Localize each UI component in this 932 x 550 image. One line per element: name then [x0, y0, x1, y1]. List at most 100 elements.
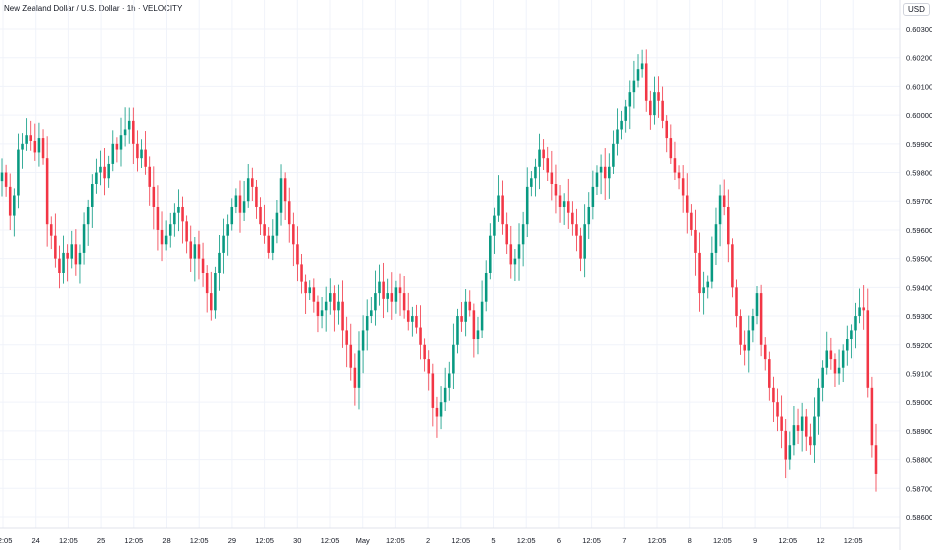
candle-body-down: [66, 252, 69, 259]
price-tick-label: 0.60200: [906, 54, 932, 63]
candle: [870, 376, 874, 458]
candle-body-down: [673, 158, 677, 173]
candle: [850, 324, 853, 359]
time-tick-label: 12:05: [59, 536, 78, 545]
candle-body-up: [70, 244, 74, 259]
candle-body-down: [468, 301, 472, 311]
candle: [21, 133, 24, 169]
candle: [505, 212, 508, 255]
time-tick-label: 7: [622, 536, 626, 545]
candle: [747, 315, 751, 373]
candle: [800, 402, 804, 452]
candle-body-down: [657, 92, 660, 101]
candle-body-up: [86, 206, 90, 225]
candle-body-up: [480, 301, 484, 331]
candle-body-up: [91, 184, 94, 207]
candle: [45, 136, 49, 247]
candle-body-up: [858, 307, 861, 317]
candle: [390, 272, 394, 320]
candle-body-up: [320, 310, 324, 317]
candle-body-up: [226, 224, 229, 236]
candle: [575, 208, 578, 252]
candle-body-down: [784, 430, 787, 460]
time-tick-label: 6: [557, 536, 561, 545]
candle-body-down: [402, 293, 406, 311]
candle-body-up: [78, 252, 82, 265]
price-tick-label: 0.59000: [906, 398, 932, 407]
candle-body-down: [427, 359, 431, 374]
candle: [283, 172, 287, 221]
candle: [127, 107, 131, 144]
price-tick-label: 0.58900: [906, 427, 932, 436]
candle: [320, 297, 324, 329]
candle-body-down: [505, 224, 508, 245]
candle-body-down: [333, 293, 336, 311]
candle-body-up: [493, 215, 496, 236]
candle: [792, 405, 796, 456]
candle-body-down: [103, 166, 106, 179]
candle-body-up: [562, 201, 566, 207]
candle: [132, 107, 135, 165]
candle: [353, 353, 357, 406]
currency-label[interactable]: USD: [903, 3, 930, 16]
candle: [616, 108, 619, 156]
candle-body-down: [49, 224, 53, 236]
time-tick-label: 30: [293, 536, 301, 545]
candle: [538, 133, 541, 190]
candle: [702, 271, 705, 315]
candle: [751, 308, 755, 343]
candle: [177, 189, 180, 232]
candle: [312, 278, 316, 313]
candle-body-up: [308, 287, 312, 294]
candle: [846, 325, 849, 366]
candle: [829, 337, 833, 370]
candle: [513, 248, 517, 281]
candle-body-down: [870, 387, 874, 446]
candle: [41, 129, 45, 165]
chart-title: New Zealand Dollar / U.S. Dollar · 1h · …: [4, 4, 183, 13]
candle-body-down: [390, 293, 394, 302]
candle: [685, 173, 689, 234]
time-tick-label: 12:05: [778, 536, 797, 545]
candle-body-up: [624, 106, 627, 121]
candle: [665, 115, 669, 153]
candle: [33, 123, 37, 161]
candle: [735, 279, 738, 328]
candle-body-up: [710, 252, 714, 282]
candle: [267, 227, 270, 259]
candle-body-down: [41, 138, 45, 159]
candle-body-up: [755, 293, 759, 317]
candle-body-down: [115, 143, 119, 150]
candle: [579, 227, 582, 272]
candle: [234, 188, 238, 214]
candle: [218, 234, 221, 291]
candle-body-down: [349, 344, 353, 368]
price-tick-label: 0.59700: [906, 197, 932, 206]
candle-body-up: [583, 224, 586, 259]
candle-body-down: [419, 327, 422, 345]
candle-body-down: [460, 316, 463, 322]
candle-body-down: [304, 281, 307, 294]
time-tick-label: 2: [426, 536, 430, 545]
candle: [632, 60, 636, 109]
candle-body-up: [476, 330, 480, 340]
candle: [62, 235, 65, 284]
candle: [431, 363, 435, 427]
candle: [817, 378, 820, 435]
candle: [476, 316, 480, 355]
candle-body-up: [640, 63, 644, 70]
candle-body-down: [201, 258, 205, 273]
candle: [316, 295, 320, 333]
candle: [743, 330, 746, 366]
candle: [300, 254, 303, 294]
candle-body-down: [189, 241, 193, 259]
candle: [443, 367, 447, 411]
candle: [681, 165, 685, 213]
candle: [603, 148, 607, 200]
candle-body-up: [525, 186, 529, 225]
candle-body-down: [255, 186, 258, 207]
candle-body-down: [772, 387, 775, 403]
candle: [612, 130, 615, 175]
price-tick-label: 0.59400: [906, 283, 932, 292]
